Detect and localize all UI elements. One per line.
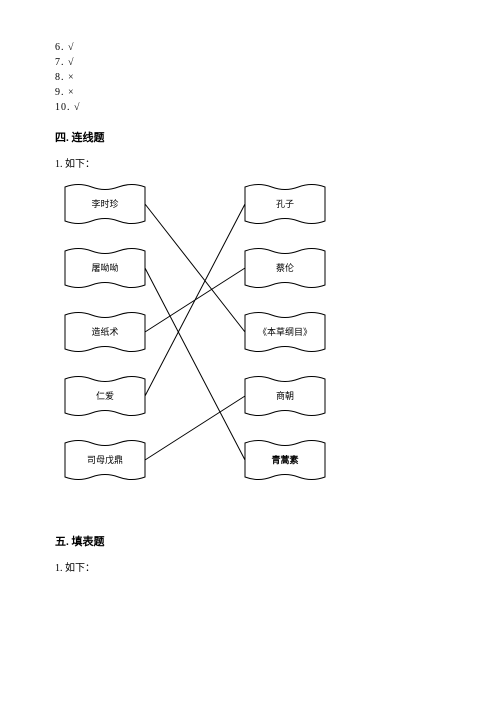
right-flag-3-label: 商朝 [276,390,294,401]
answer-num: 6. [55,42,65,53]
left-flag-0-label: 李时珍 [91,198,118,209]
answer-mark: √ [68,42,75,53]
answer-item: 9. × [55,85,445,100]
left-flag-3-label: 仁爱 [96,390,114,401]
answer-item: 8. × [55,70,445,85]
answer-mark: × [68,87,75,98]
matching-svg: 李时珍屠呦呦造纸术仁爱司母戊鼎 孔子蔡伦《本草纲目》商朝青蒿素 [55,176,345,521]
answer-list: 6. √ 7. √ 8. × 9. × 10. √ [55,40,445,115]
right-flag-4-label: 青蒿素 [271,454,298,465]
right-flag-1-label: 蔡伦 [276,262,294,273]
answer-item: 6. √ [55,40,445,55]
connection-line [145,204,245,396]
answer-num: 7. [55,57,65,68]
right-flag-0-label: 孔子 [276,199,294,209]
answer-mark: × [68,72,75,83]
section-4-title: 四. 连线题 [55,129,445,145]
section-5-title: 五. 填表题 [55,533,445,549]
answer-mark: √ [74,102,81,113]
section-5-prompt: 1. 如下： [55,559,445,574]
matching-diagram: 李时珍屠呦呦造纸术仁爱司母戊鼎 孔子蔡伦《本草纲目》商朝青蒿素 [55,176,345,521]
answer-num: 10. [55,102,71,113]
connection-line [145,396,245,460]
right-flag-2-label: 《本草纲目》 [258,326,312,337]
left-flag-4-label: 司母戊鼎 [87,454,123,465]
answer-mark: √ [68,57,75,68]
answer-item: 10. √ [55,100,445,115]
answer-item: 7. √ [55,55,445,70]
answer-num: 9. [55,87,65,98]
answer-num: 8. [55,72,65,83]
connection-line [145,204,245,332]
connection-line [145,268,245,460]
left-flag-2-label: 造纸术 [91,326,118,337]
left-flag-1-label: 屠呦呦 [91,262,118,273]
section-4-prompt: 1. 如下： [55,155,445,170]
